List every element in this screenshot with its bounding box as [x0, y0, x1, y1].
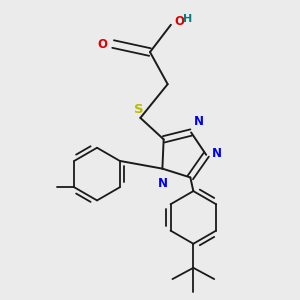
Text: N: N: [194, 115, 204, 128]
Text: S: S: [134, 103, 144, 116]
Text: N: N: [158, 177, 167, 190]
Text: O: O: [97, 38, 107, 50]
Text: O: O: [175, 15, 185, 28]
Text: H: H: [183, 14, 192, 24]
Text: N: N: [212, 147, 222, 160]
